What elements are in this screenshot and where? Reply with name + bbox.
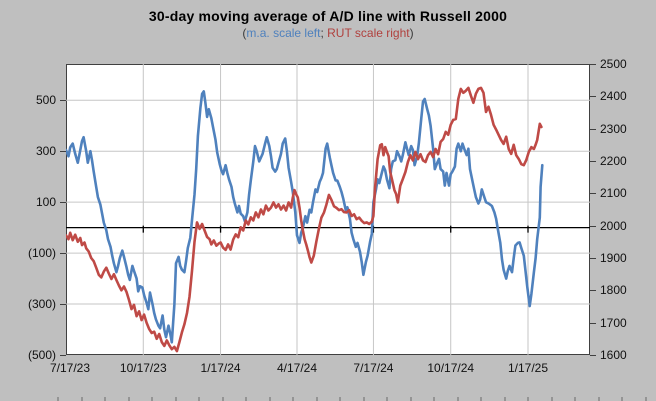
bottom-cutoff-tick <box>339 397 341 401</box>
bottom-cutoff-tick <box>527 397 529 401</box>
chart-svg <box>66 64 590 355</box>
bottom-cutoff-tick <box>175 397 177 401</box>
y-right-tick-label: 2100 <box>600 186 627 201</box>
x-axis-tick-label: 4/17/24 <box>276 361 318 375</box>
bottom-cutoff-tick <box>57 397 59 401</box>
y-left-tick-mark <box>60 100 66 102</box>
x-axis-tick-label: 10/17/24 <box>427 361 475 375</box>
chart-title: 30-day moving average of A/D line with R… <box>148 8 508 24</box>
bottom-cutoff-tick <box>363 397 365 401</box>
y-right-tick-mark <box>590 290 596 292</box>
y-left-tick-mark <box>60 304 66 306</box>
bottom-cutoff-tick <box>198 397 200 401</box>
y-left-tick-mark <box>60 151 66 153</box>
y-right-tick-mark <box>590 354 596 356</box>
bottom-cutoff-tick <box>222 397 224 401</box>
x-axis-tick-label: 7/17/23 <box>49 361 91 375</box>
y-right-tick-label: 1800 <box>600 283 627 298</box>
y-left-tick-mark <box>60 202 66 204</box>
bottom-cutoff-tick <box>386 397 388 401</box>
subtitle-paren-close: ) <box>409 26 414 40</box>
y-right-tick-label: 1600 <box>600 347 627 362</box>
x-axis-tick-label: 1/17/24 <box>200 361 241 375</box>
bottom-cutoff-tick <box>433 397 435 401</box>
y-right-tick-label: 1900 <box>600 250 627 265</box>
y-right-tick-label: 2300 <box>600 121 627 136</box>
rut-line-series <box>66 86 543 353</box>
y-right-tick-mark <box>590 160 596 162</box>
y-left-tick-mark <box>60 253 66 255</box>
ma-line-series <box>66 90 544 344</box>
y-right-tick-label: 1700 <box>600 315 627 330</box>
bottom-cutoff-tick <box>504 397 506 401</box>
y-left-tick-label: 300 <box>35 144 56 159</box>
x-axis-tick-label: 1/17/25 <box>507 361 549 375</box>
bottom-cutoff-tick <box>457 397 459 401</box>
y-right-tick-mark <box>590 225 596 227</box>
y-left-tick-label: 500 <box>35 93 56 108</box>
bottom-cutoff-tick <box>269 397 271 401</box>
y-right-tick-label: 2500 <box>600 57 627 71</box>
bottom-cutoff-tick <box>410 397 412 401</box>
subtitle-paren-open: ( <box>242 26 247 40</box>
y-left-tick-label: (100) <box>27 246 56 261</box>
y-left-tick-label: (500) <box>27 348 56 362</box>
y-right-tick-mark <box>590 193 596 195</box>
chart-subtitle: (m.a. scale left; RUT scale right) <box>0 26 656 40</box>
bottom-cutoff-tick <box>151 397 153 401</box>
bottom-cutoff-tick <box>316 397 318 401</box>
bottom-cutoff-tick <box>480 397 482 401</box>
bottom-cutoff-tick <box>292 397 294 401</box>
y-left-tick-label: (300) <box>27 297 56 312</box>
bottom-cutoff-tick <box>551 397 553 401</box>
bottom-cutoff-tick <box>574 397 576 401</box>
bottom-cutoff-tick <box>621 397 623 401</box>
y-right-tick-label: 2400 <box>600 89 627 104</box>
bottom-cutoff-tick <box>645 397 647 401</box>
bottom-cutoff-tick <box>245 397 247 401</box>
bottom-cutoff-tick <box>81 397 83 401</box>
x-axis-tick-label: 10/17/23 <box>119 361 167 375</box>
y-left-tick-mark <box>60 355 66 356</box>
x-axis-tick-label: 7/17/24 <box>353 361 394 375</box>
subtitle-ma-scale-label: m.a. scale left <box>246 26 321 40</box>
y-right-tick-mark <box>590 96 596 98</box>
y-right-tick-mark <box>590 128 596 130</box>
bottom-cutoff-tick <box>128 397 130 401</box>
y-right-tick-label: 2200 <box>600 153 627 168</box>
y-right-tick-label: 2000 <box>600 218 627 233</box>
y-right-tick-mark <box>590 322 596 324</box>
bottom-cutoff-tick <box>598 397 600 401</box>
y-right-tick-mark <box>590 257 596 259</box>
y-right-tick-mark <box>590 64 596 65</box>
subtitle-rut-scale-label: RUT scale right <box>327 26 410 40</box>
bottom-cutoff-tick <box>104 397 106 401</box>
subtitle-separator: ; <box>320 26 328 40</box>
y-left-tick-label: 100 <box>35 195 56 210</box>
